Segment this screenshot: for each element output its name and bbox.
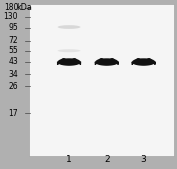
Text: 72: 72 [8,36,18,45]
Ellipse shape [95,58,118,65]
Ellipse shape [132,58,155,65]
Polygon shape [95,59,118,65]
Text: 43: 43 [8,57,18,66]
Polygon shape [58,59,81,65]
Text: 2: 2 [104,155,110,164]
Ellipse shape [58,25,81,29]
Text: kDa: kDa [16,3,32,12]
Text: 130: 130 [4,12,18,21]
Text: 180: 180 [4,3,18,12]
Ellipse shape [58,58,81,65]
Text: 26: 26 [8,82,18,91]
Text: 55: 55 [8,46,18,55]
FancyBboxPatch shape [29,4,174,156]
Text: 34: 34 [8,70,18,79]
Ellipse shape [58,49,81,52]
Text: 1: 1 [66,155,72,164]
Text: 3: 3 [141,155,147,164]
Polygon shape [132,59,155,65]
Text: 17: 17 [8,109,18,118]
Text: 95: 95 [8,23,18,32]
